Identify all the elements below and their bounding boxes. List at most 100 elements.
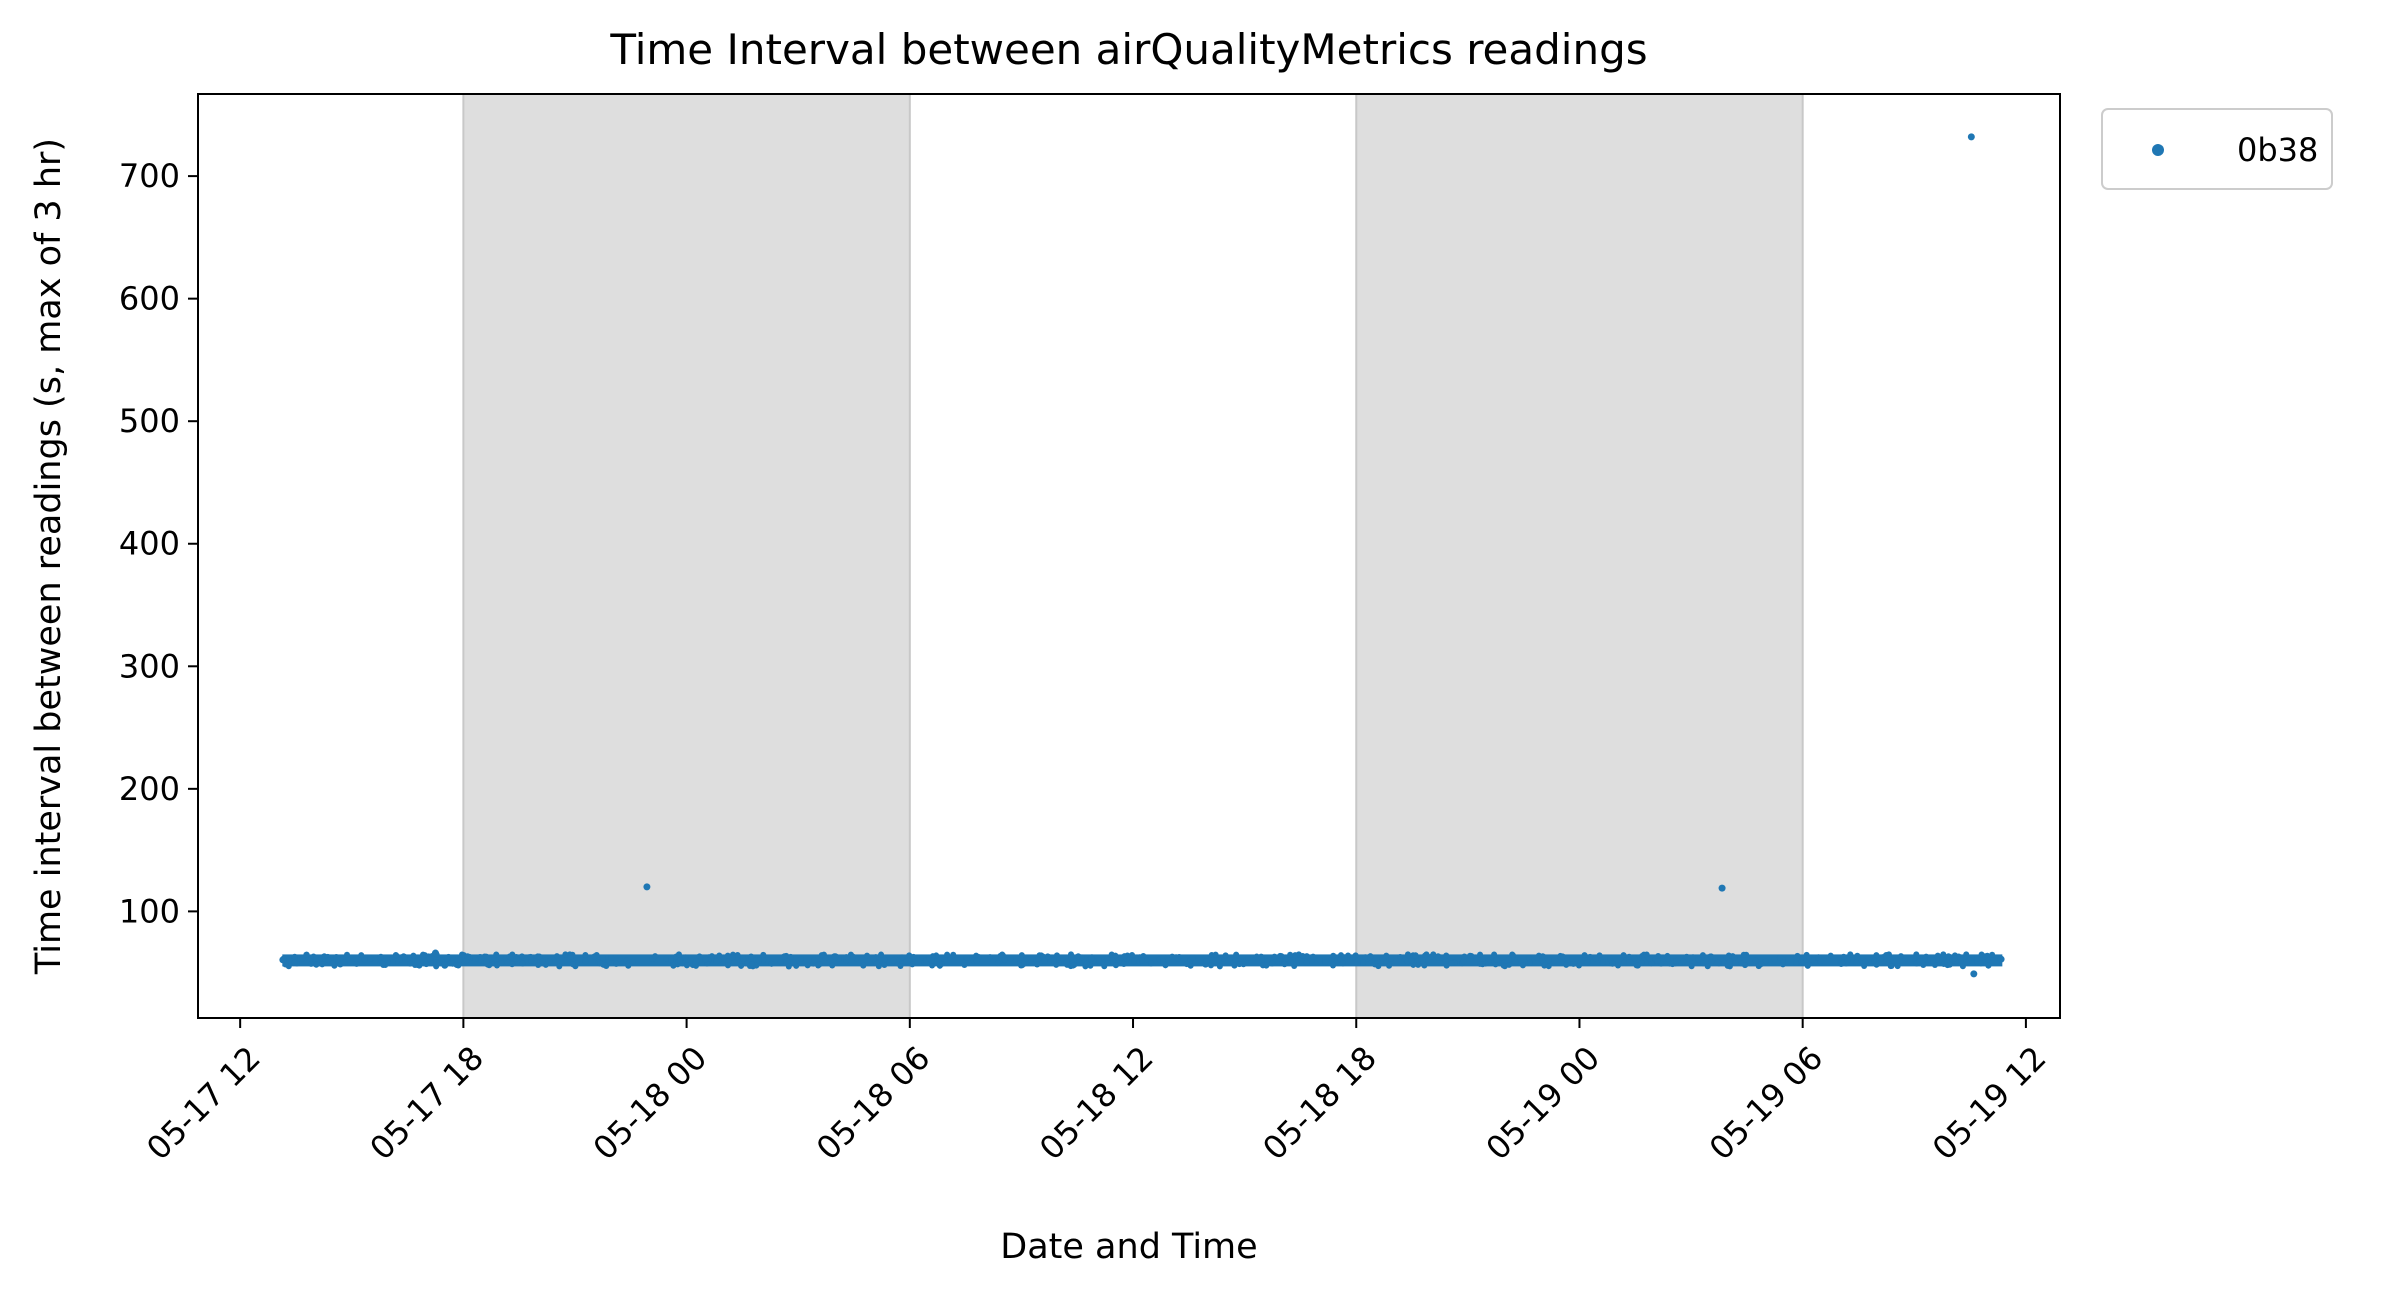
y-tick-label: 500 xyxy=(119,402,180,440)
y-tick-label: 100 xyxy=(119,892,180,930)
data-point-0 xyxy=(280,955,288,963)
baseline-point xyxy=(1467,952,1474,959)
baseline-point xyxy=(1271,953,1278,960)
baseline-point xyxy=(1140,952,1147,959)
baseline-point xyxy=(1386,962,1393,969)
baseline-point xyxy=(325,957,332,964)
baseline-point xyxy=(582,951,589,958)
legend-label: 0b38 xyxy=(2237,131,2318,169)
data-point-6 xyxy=(1967,133,1975,141)
baseline-point xyxy=(829,962,836,969)
baseline-point xyxy=(1922,955,1929,962)
baseline-point xyxy=(444,955,451,962)
baseline-point xyxy=(1805,954,1812,961)
y-tick-label: 400 xyxy=(119,525,180,563)
baseline-point xyxy=(1492,961,1499,968)
baseline-point xyxy=(407,960,414,967)
baseline-point xyxy=(818,952,825,959)
baseline-point xyxy=(1533,955,1540,962)
baseline-point xyxy=(291,959,298,966)
baseline-point xyxy=(1222,952,1229,959)
baseline-point xyxy=(1169,953,1176,960)
baseline-point xyxy=(1232,957,1239,964)
baseline-point xyxy=(716,952,723,959)
baseline-point xyxy=(1130,958,1137,965)
baseline-point xyxy=(506,953,513,960)
baseline-point xyxy=(1203,957,1210,964)
baseline-point xyxy=(740,955,747,962)
baseline-point xyxy=(1174,955,1181,962)
baseline-point xyxy=(748,961,755,968)
scatter-points xyxy=(280,133,2005,978)
baseline-point xyxy=(1039,953,1046,960)
baseline-point xyxy=(663,955,670,962)
baseline-point xyxy=(1509,952,1516,959)
baseline-point xyxy=(944,951,951,958)
baseline-point xyxy=(864,952,871,959)
baseline-point xyxy=(1683,953,1690,960)
baseline-point xyxy=(569,961,576,968)
baseline-point xyxy=(1592,955,1599,962)
baseline-point xyxy=(1779,961,1786,968)
baseline-point xyxy=(748,953,755,960)
data-point-5 xyxy=(1718,884,1726,892)
baseline-point xyxy=(1068,954,1075,961)
baseline-point xyxy=(1714,959,1721,966)
baseline-point xyxy=(329,960,336,967)
baseline-point xyxy=(426,955,433,962)
baseline-point xyxy=(1292,952,1299,959)
baseline-point xyxy=(539,958,546,965)
baseline-point xyxy=(1581,952,1588,959)
baseline-point xyxy=(1840,953,1847,960)
baseline-point xyxy=(670,962,677,969)
baseline-point xyxy=(936,960,943,967)
baseline-point xyxy=(493,962,500,969)
baseline-point xyxy=(1820,954,1827,961)
baseline-point xyxy=(1233,951,1240,958)
baseline-point xyxy=(1367,954,1374,961)
baseline-point xyxy=(1330,962,1337,969)
baseline-point xyxy=(683,962,690,969)
baseline-point xyxy=(1599,959,1606,966)
baseline-point xyxy=(1873,952,1880,959)
baseline-point xyxy=(1477,951,1484,958)
baseline-point xyxy=(1587,953,1594,960)
baseline-point xyxy=(1460,958,1467,965)
baseline-point xyxy=(1634,962,1641,969)
baseline-point xyxy=(1078,954,1085,961)
baseline-point xyxy=(291,953,298,960)
baseline-point xyxy=(1258,955,1265,962)
baseline-point xyxy=(870,956,877,963)
baseline-point xyxy=(1215,957,1222,964)
baseline-point xyxy=(518,953,525,960)
baseline-point xyxy=(1963,951,1970,958)
chart-title: Time Interval between airQualityMetrics … xyxy=(609,25,1647,74)
baseline-point xyxy=(1646,955,1653,962)
baseline-point xyxy=(1615,962,1622,969)
baseline-point xyxy=(1631,955,1638,962)
baseline-point xyxy=(1985,962,1992,969)
baseline-point xyxy=(1063,959,1070,966)
baseline-point xyxy=(1373,954,1380,961)
baseline-point xyxy=(910,953,917,960)
baseline-point xyxy=(358,952,365,959)
baseline-point xyxy=(556,963,563,970)
x-axis-label: Date and Time xyxy=(1000,1227,1257,1267)
baseline-point xyxy=(994,960,1001,967)
baseline-point xyxy=(1299,952,1306,959)
baseline-point xyxy=(483,959,490,966)
baseline-point xyxy=(997,952,1004,959)
baseline-point xyxy=(527,953,534,960)
baseline-point xyxy=(1316,956,1323,963)
baseline-point xyxy=(1827,952,1834,959)
baseline-point xyxy=(1269,960,1276,967)
baseline-point xyxy=(1959,963,1966,970)
baseline-point xyxy=(850,953,857,960)
baseline-point xyxy=(1758,961,1765,968)
baseline-point xyxy=(1341,954,1348,961)
baseline-point xyxy=(1310,953,1317,960)
baseline-point xyxy=(282,961,289,968)
legend-marker xyxy=(2152,144,2164,156)
baseline-point xyxy=(1281,961,1288,968)
baseline-point xyxy=(734,952,741,959)
